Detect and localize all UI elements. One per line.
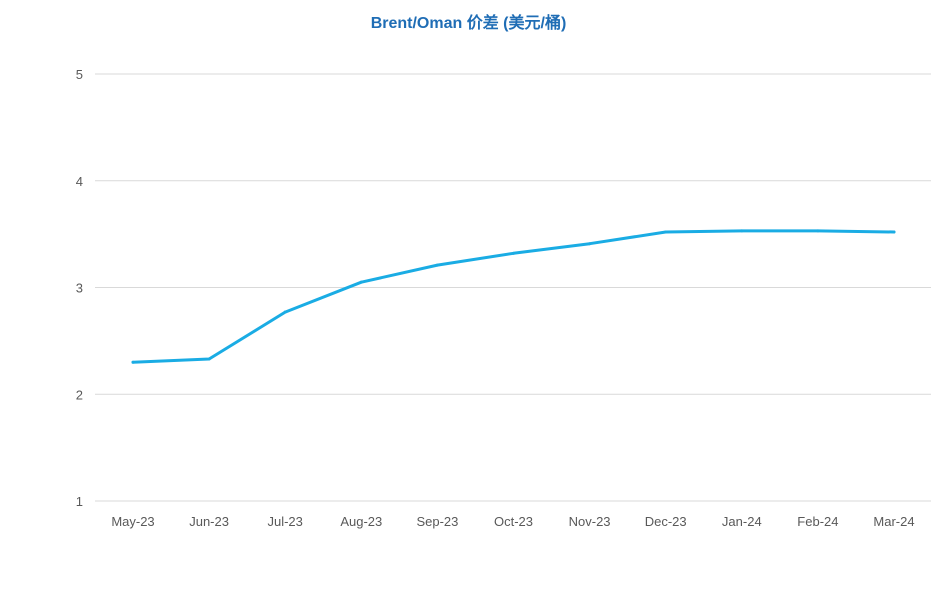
x-tick-label: Feb-24: [797, 514, 838, 529]
y-tick-label: 4: [76, 174, 83, 189]
data-point: [207, 357, 211, 361]
x-tick-label: Jun-23: [189, 514, 229, 529]
x-tick-label: Sep-23: [416, 514, 458, 529]
data-point: [740, 229, 744, 233]
x-tick-label: Nov-23: [569, 514, 611, 529]
x-tick-label: Aug-23: [340, 514, 382, 529]
x-tick-label: Mar-24: [873, 514, 914, 529]
y-tick-label: 3: [76, 281, 83, 296]
x-tick-label: May-23: [111, 514, 154, 529]
x-tick-label: Jan-24: [722, 514, 762, 529]
data-point: [664, 230, 668, 234]
x-tick-label: Dec-23: [645, 514, 687, 529]
y-tick-label: 2: [76, 387, 83, 402]
data-point: [816, 229, 820, 233]
data-point: [359, 280, 363, 284]
chart-title: Brent/Oman 价差 (美元/桶): [370, 15, 567, 32]
y-tick-label: 5: [76, 67, 83, 82]
data-point: [588, 242, 592, 246]
series-line-0: [131, 229, 896, 364]
x-tick-label: Oct-23: [494, 514, 533, 529]
y-tick-label: 1: [76, 494, 83, 509]
data-point: [512, 251, 515, 255]
data-point: [892, 230, 896, 234]
data-point: [283, 310, 287, 314]
data-point: [131, 360, 135, 364]
x-tick-label: Jul-23: [267, 514, 302, 529]
data-point: [435, 263, 439, 267]
